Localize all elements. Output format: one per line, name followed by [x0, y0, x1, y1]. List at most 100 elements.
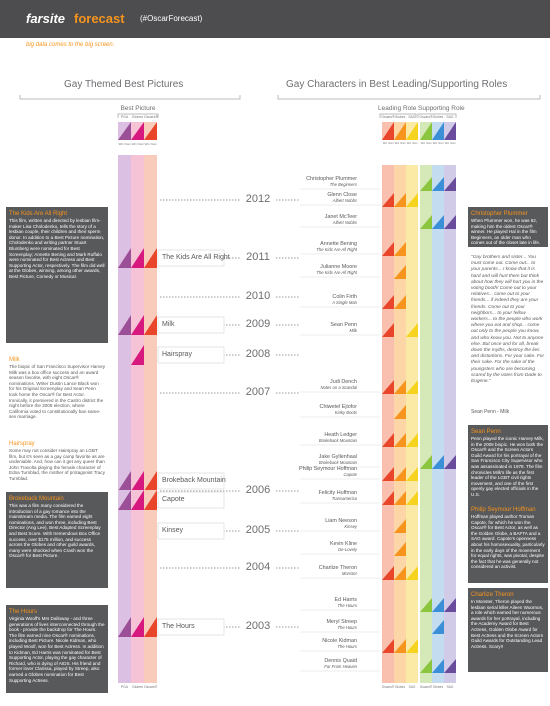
- year-label: 2011: [246, 251, 270, 263]
- award-marker: [118, 617, 131, 637]
- award-marker: [131, 345, 144, 365]
- actor-name: Dennis Quaid: [324, 658, 357, 664]
- side-note: Philip Seymour Hoffman Hoffman played aut…: [468, 503, 548, 583]
- award-marker: [432, 598, 444, 612]
- film-title: Capote: [162, 496, 185, 503]
- subcolumn-label: Nom: [400, 142, 406, 145]
- column-label: Globes: [131, 115, 144, 119]
- actor-name: Julianne Moore: [320, 264, 357, 270]
- actor-name: Charlize Theron: [318, 565, 357, 571]
- award-marker: [394, 566, 406, 580]
- side-note: Christopher Plummer When Plummer won, he …: [468, 207, 548, 247]
- column-label: Oscars®: [381, 685, 395, 689]
- award-marker: [394, 519, 406, 533]
- award-marker: [444, 598, 456, 612]
- film-box: [157, 491, 225, 509]
- film-box: [157, 249, 225, 267]
- actor-name: Jake Gyllenhaal: [318, 454, 357, 460]
- column-label: Globes: [432, 685, 444, 689]
- film-box: [157, 346, 225, 364]
- award-marker: [432, 215, 444, 229]
- film-title: Milk: [162, 321, 175, 328]
- award-marker: [118, 315, 131, 335]
- subcolumn-label: Nom: [150, 142, 157, 146]
- bracket: [277, 95, 541, 100]
- strip: [144, 155, 157, 683]
- column-label: Globes: [132, 685, 143, 689]
- actor-name: Judi Dench: [330, 379, 357, 385]
- film-box: [157, 522, 225, 540]
- actor-film: The Beginners: [329, 182, 357, 187]
- award-marker: [394, 491, 406, 505]
- award-marker: [420, 215, 432, 229]
- award-marker: [394, 295, 406, 309]
- note-title: The Kids Are All Right: [9, 211, 68, 217]
- award-marker: [406, 323, 418, 337]
- actor-name: Felicity Huffman: [318, 490, 357, 496]
- subcolumn-label: Nom: [438, 142, 444, 145]
- award-marker: [444, 177, 456, 191]
- award-marker: [131, 248, 144, 268]
- year-label: 2010: [245, 290, 271, 302]
- actor-name: Nicole Kidman: [322, 638, 357, 644]
- actor-film: Milk: [349, 328, 357, 333]
- award-marker: [394, 467, 406, 481]
- note-text: Penn played the iconic Harvey Milk, in t…: [471, 436, 544, 497]
- award-marker: [131, 490, 144, 510]
- film-box: [157, 618, 225, 636]
- actor-film: Brokeback Mountain: [318, 438, 357, 443]
- subcolumn-label: Win: [406, 142, 412, 145]
- award-marker: [432, 620, 444, 634]
- subcolumn-label: Nom: [412, 142, 418, 145]
- brand: farsite: [26, 11, 66, 26]
- actor-film: Albert Nobbs: [332, 220, 357, 225]
- award-marker: [382, 380, 394, 394]
- award-marker: [144, 122, 157, 140]
- award-marker: [406, 639, 418, 653]
- award-marker: [444, 215, 456, 229]
- subcolumn-label: Nom: [124, 142, 131, 146]
- award-marker: [118, 471, 131, 491]
- award-marker: [432, 122, 444, 140]
- award-marker: [394, 242, 406, 256]
- award-marker: [406, 467, 418, 481]
- side-note: The Kids Are All Right This film, written…: [6, 207, 108, 343]
- actor-film: A Single Man: [332, 300, 357, 305]
- subcolumn-label: Win: [420, 142, 426, 145]
- subcolumn-label: Nom: [426, 142, 432, 145]
- award-marker: [144, 490, 157, 510]
- award-marker: [406, 491, 418, 505]
- award-marker: [444, 122, 456, 140]
- year-label: 2005: [245, 524, 271, 536]
- award-marker: [144, 471, 157, 491]
- award-marker: [144, 315, 157, 335]
- column-label: SAG: [446, 685, 454, 689]
- award-marker: [420, 177, 432, 191]
- film-title: The Kids Are All Right: [162, 254, 230, 261]
- column-label: Globes: [394, 115, 406, 119]
- actor-film: Notes on a Scandal: [320, 385, 357, 390]
- column-label: Oscars®: [419, 685, 433, 689]
- subcolumn-label: Win: [394, 142, 400, 145]
- strip: [394, 165, 406, 683]
- award-marker: [382, 433, 394, 447]
- note-title: Sean Penn: [471, 429, 501, 435]
- note-text: This was a film many considered the intr…: [9, 503, 101, 559]
- award-marker: [118, 490, 131, 510]
- subcolumn-label: Win: [444, 142, 450, 145]
- actor-film: De-Lovely: [338, 547, 357, 552]
- award-marker: [131, 617, 144, 637]
- strip: [406, 165, 418, 683]
- column-label: PGA: [120, 115, 129, 119]
- tagline: big data comes to the big screen.: [26, 42, 115, 48]
- year-label: 2006: [245, 484, 271, 496]
- award-marker: [144, 617, 157, 637]
- award-marker: [131, 315, 144, 335]
- actor-name: Janet McTeer: [324, 214, 357, 220]
- note-text: In Monster, Theron played the lesbian se…: [471, 599, 544, 649]
- subcolumn-label: Win: [131, 142, 137, 146]
- subcolumn-label: Win: [144, 142, 150, 146]
- award-marker: [382, 193, 394, 207]
